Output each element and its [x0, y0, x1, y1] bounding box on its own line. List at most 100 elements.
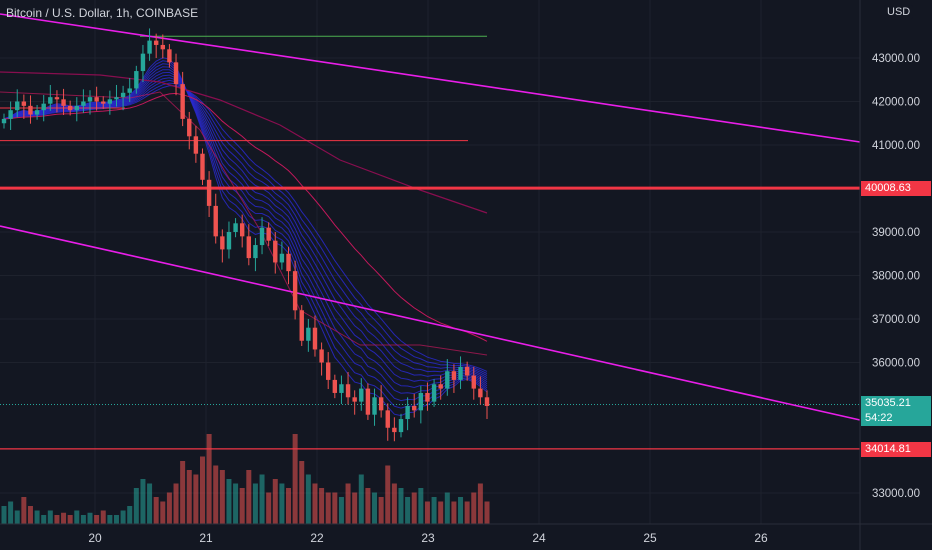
volume-bar: [113, 515, 119, 524]
candle-body: [425, 392, 430, 402]
volume-bar: [140, 479, 146, 524]
volume-bar: [305, 474, 311, 524]
volume-bar: [219, 470, 225, 524]
time-tick-label: 24: [532, 531, 546, 545]
volume-bar: [252, 483, 258, 524]
volume-bar: [153, 497, 159, 524]
candle-body: [226, 232, 232, 250]
candle-body: [319, 349, 324, 363]
volume-bar: [332, 492, 338, 524]
price-tag: 35035.21 54:22: [861, 396, 931, 427]
ma-fast-line: [3, 92, 488, 342]
volume-bar: [34, 510, 40, 524]
price-tag: 40008.63: [861, 181, 931, 197]
time-axis: 20 21 22 23 24 25 26: [88, 531, 768, 545]
volume-bar: [186, 470, 192, 524]
candle-body: [438, 384, 443, 389]
channel-upper-line: [0, 13, 861, 143]
currency-selector[interactable]: USD: [884, 5, 914, 19]
volume-bar: [444, 492, 450, 524]
candle-body: [471, 375, 476, 389]
candle-body: [34, 110, 40, 115]
candle-body: [292, 271, 298, 311]
volume-bar: [233, 483, 239, 524]
candle-body: [41, 103, 46, 111]
candle-body: [266, 227, 271, 241]
time-tick-label: 23: [421, 531, 435, 545]
candle-body: [21, 101, 27, 106]
volume-bar: [464, 501, 470, 524]
volume-bar: [100, 510, 106, 524]
time-tick-label: 22: [310, 531, 324, 545]
volume-bar: [120, 510, 126, 524]
candle-body: [431, 384, 437, 402]
time-tick-label: 20: [88, 531, 102, 545]
volume-bar: [451, 501, 457, 524]
volume-bar: [325, 492, 331, 524]
candle-body: [173, 62, 179, 85]
volume-bar: [458, 497, 464, 524]
volume-bar: [299, 461, 305, 524]
volume-bar: [292, 434, 298, 524]
candle-body: [61, 99, 66, 106]
candle-body: [74, 105, 79, 111]
candle-body: [28, 105, 33, 115]
candle-body: [160, 44, 165, 50]
volume-bar: [378, 497, 384, 524]
candle-body: [107, 99, 113, 104]
price-tick-label: 42000.00: [872, 97, 920, 109]
ema-ribbon: [3, 57, 488, 417]
candle-body: [273, 240, 278, 263]
candle-body: [140, 53, 146, 72]
candle-body: [15, 101, 20, 111]
volume-bar: [213, 465, 219, 524]
volume-bar: [484, 501, 490, 524]
volume-bar: [199, 456, 205, 524]
volume-bar: [286, 488, 292, 524]
candle-body: [312, 327, 318, 350]
volume-bar: [431, 497, 437, 524]
volume-bar: [133, 488, 139, 524]
symbol-title[interactable]: Bitcoin / U.S. Dollar, 1h, COINBASE: [6, 6, 199, 20]
volume-bar: [259, 474, 265, 524]
price-tick-label: 39000.00: [872, 227, 920, 239]
candle-body: [127, 88, 132, 93]
candle-body: [445, 371, 450, 389]
price-tick-label: 38000.00: [872, 271, 920, 283]
time-tick-label: 21: [199, 531, 213, 545]
volume-bar: [8, 501, 14, 524]
candlesticks: [1, 28, 490, 442]
volume-bar: [266, 492, 272, 524]
ribbon-line: [3, 82, 488, 374]
candle-body: [67, 105, 73, 111]
ribbon-line: [3, 66, 488, 395]
price-tag-value: 35035.21: [865, 397, 911, 410]
candle-body: [94, 97, 99, 102]
candle-body: [54, 97, 60, 100]
candle-body: [114, 97, 119, 100]
volume-bar: [206, 434, 212, 524]
candle-body: [378, 397, 384, 411]
candle-body: [359, 388, 364, 402]
time-tick-label: 26: [754, 531, 768, 545]
price-tag: 34014.81: [861, 441, 931, 457]
price-tick-label: 33000.00: [872, 488, 920, 500]
volume-bar: [160, 501, 166, 524]
volume-bar: [411, 492, 417, 524]
candle-body: [398, 419, 404, 433]
candle-body: [246, 236, 252, 259]
volume-bar: [358, 474, 364, 524]
candle-body: [279, 253, 285, 263]
candle-body: [48, 97, 53, 104]
volume-bar: [319, 488, 325, 524]
volume-bar: [246, 470, 252, 524]
candle-body: [332, 379, 338, 393]
ribbon-line: [3, 77, 488, 379]
channel-lower-line: [0, 225, 861, 421]
ma-slow-line: [0, 71, 488, 214]
ribbon-line: [3, 79, 488, 376]
volume-bar: [87, 512, 93, 524]
trend-channel: [0, 13, 861, 421]
volume-bar: [438, 501, 444, 524]
